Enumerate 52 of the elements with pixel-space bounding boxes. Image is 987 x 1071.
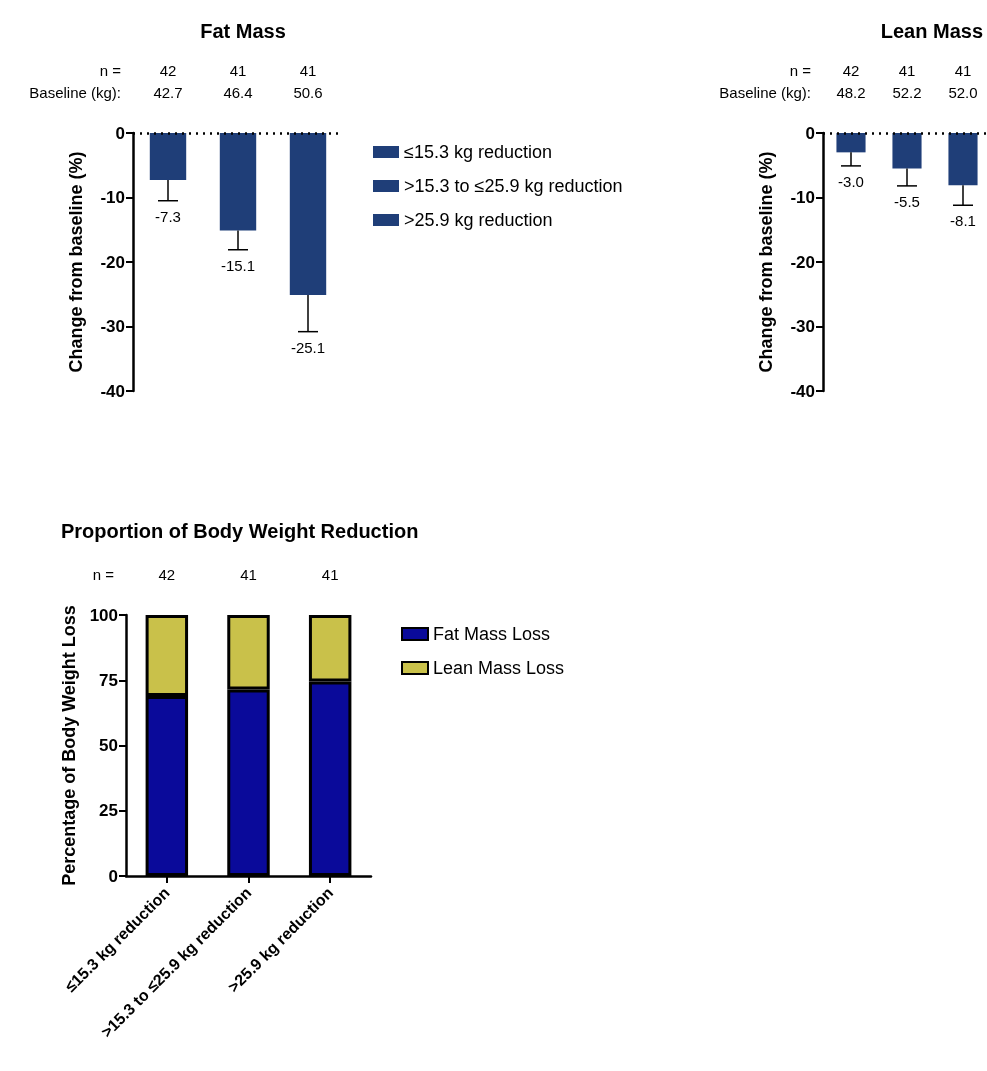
legend-label: >25.9 kg reduction [404,210,553,230]
y-tick-label: -30 [100,317,125,336]
text: 42.7 [153,84,183,101]
y-tick-label: 0 [115,123,125,143]
text: 52.0 [948,84,978,101]
text: 41 [229,62,247,79]
text: 42 [159,62,177,79]
y-tick-label: -20 [100,252,125,272]
text: Baseline (kg): [29,84,121,101]
y-tick-label: -40 [100,381,125,401]
text: 50.6 [293,84,323,101]
legend-label: >15.3 to ≤25.9 kg reduction [404,176,623,196]
text: Baseline (kg): [719,84,811,101]
text: 41 [321,566,339,583]
data-label: -3.0 [838,172,864,190]
y-tick-label: 0 [108,866,118,886]
y-tick-label: 50 [99,736,118,755]
y-axis-title: Change from baseline (%) [66,151,86,373]
text: n = [92,566,115,583]
text: 46.4 [223,84,253,101]
chart-title: Proportion of Body Weight Reduction [61,520,419,542]
text: 42 [158,566,176,583]
data-label: -7.3 [155,207,181,225]
y-tick-label: 0 [805,123,815,143]
y-tick-label: -10 [790,188,815,207]
y-axis-title: Change from baseline (%) [756,151,776,373]
data-label: -8.1 [950,212,976,230]
data-label: -25.1 [290,338,326,356]
y-tick-label: -30 [790,317,815,336]
data-label: -5.5 [894,192,920,210]
y-tick-label: -10 [100,188,125,207]
text: n = [99,62,122,79]
legend-label: Lean Mass Loss [433,658,565,678]
data-label: -15.1 [220,256,256,274]
text: 41 [954,62,972,79]
text: 42 [842,62,860,79]
text: 48.2 [836,84,866,101]
y-tick-label: 25 [99,801,118,821]
y-tick-label: 100 [89,605,118,625]
y-tick-label: 75 [99,670,118,690]
text: 41 [299,62,317,79]
legend-label: ≤15.3 kg reduction [404,142,552,162]
y-tick-label: -40 [790,381,815,401]
text: 41 [240,566,257,583]
legend-label: Fat Mass Loss [433,624,551,644]
text: 52.2 [892,84,922,101]
chart-title: Lean Mass [880,20,983,42]
chart-title: Fat Mass [200,20,286,42]
text: 41 [898,62,916,79]
text: n = [789,62,812,79]
y-axis-title: Percentage of Body Weight Loss [59,605,79,886]
y-tick-label: -20 [790,252,815,272]
